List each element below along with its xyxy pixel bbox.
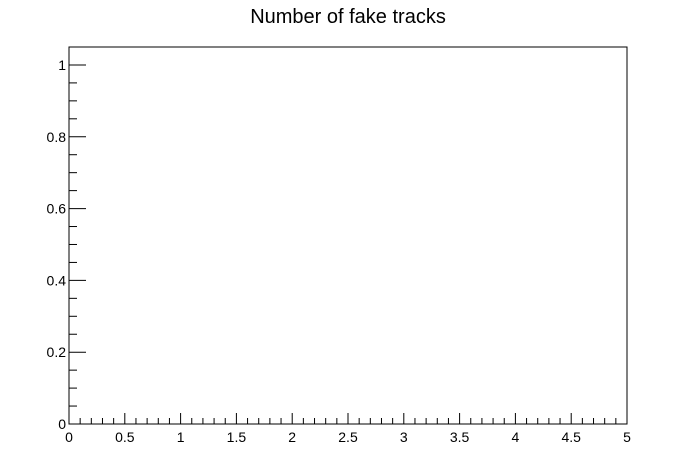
x-tick-label: 2 [288,429,296,445]
x-axis-tick-labels: 0 0.5 1 1.5 2 2.5 3 3.5 4 4.5 5 [65,429,631,445]
x-tick-label: 3 [400,429,408,445]
x-tick-label: 0 [65,429,73,445]
x-tick-label: 0.5 [115,429,135,445]
y-axis-ticks [69,46,86,425]
x-tick-label: 3.5 [450,429,470,445]
y-tick-label: 0.8 [47,129,67,145]
y-axis-tick-labels: 0 0.2 0.4 0.6 0.8 1 [47,57,67,432]
x-tick-label: 5 [623,429,631,445]
y-tick-label: 0.6 [47,201,67,217]
y-tick-label: 0.4 [47,272,67,288]
chart-title: Number of fake tracks [250,6,446,28]
x-tick-label: 4.5 [561,429,581,445]
x-tick-label: 2.5 [338,429,358,445]
y-tick-label: 0 [58,416,66,432]
x-tick-label: 1.5 [227,429,247,445]
y-tick-label: 0.2 [47,344,67,360]
x-tick-label: 4 [512,429,520,445]
y-tick-label: 1 [58,57,66,73]
x-axis-ticks [68,413,628,424]
x-tick-label: 1 [177,429,185,445]
